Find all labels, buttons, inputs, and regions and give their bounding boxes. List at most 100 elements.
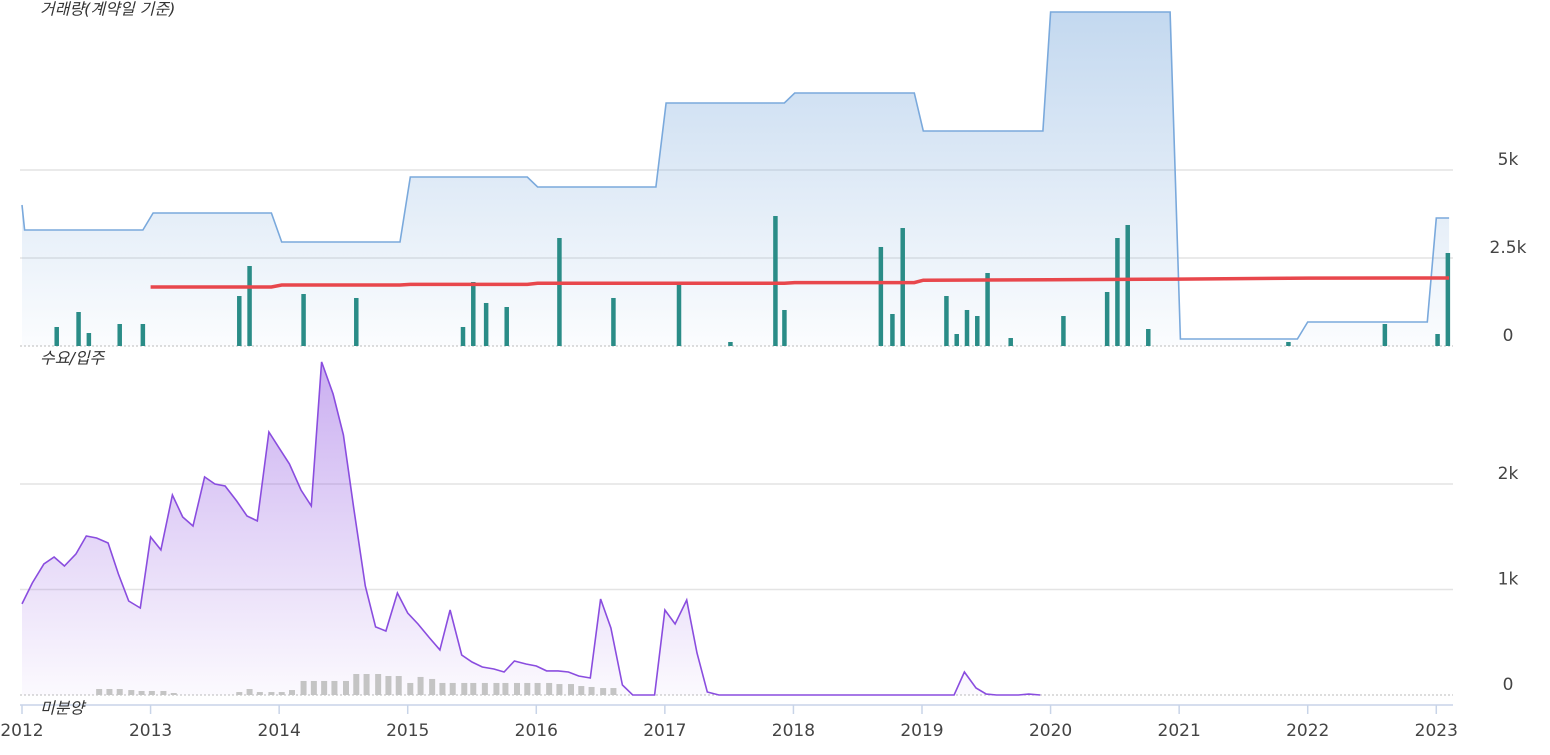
bar bbox=[300, 680, 307, 695]
bar bbox=[470, 682, 477, 695]
bar bbox=[944, 296, 949, 346]
bar bbox=[449, 682, 456, 695]
bar bbox=[343, 680, 349, 695]
x-tick-label: 2019 bbox=[900, 721, 943, 741]
bar bbox=[289, 690, 295, 695]
x-tick-label: 2012 bbox=[0, 721, 43, 741]
bar bbox=[556, 684, 563, 695]
labels: 거래량(계약일 기준) 수요/입주 미분양 0 2.5k 5k 0 1k 2k 2012 20… bbox=[0, 0, 1526, 741]
bar bbox=[301, 294, 306, 346]
bar bbox=[310, 680, 317, 695]
bar bbox=[1382, 324, 1388, 346]
bar bbox=[546, 682, 553, 695]
bar bbox=[375, 674, 382, 695]
bar bbox=[1146, 328, 1151, 346]
bar bbox=[610, 688, 617, 695]
bar bbox=[1104, 292, 1110, 346]
y-tick-label: 1k bbox=[1498, 569, 1519, 589]
bar bbox=[954, 333, 959, 346]
x-tick-label: 2022 bbox=[1286, 721, 1329, 741]
x-tick-label: 2016 bbox=[515, 721, 558, 741]
bar bbox=[354, 297, 359, 346]
bar bbox=[236, 692, 243, 695]
bar bbox=[900, 228, 905, 346]
bar bbox=[278, 692, 285, 695]
bar bbox=[782, 309, 787, 346]
bar bbox=[1445, 253, 1451, 346]
y-tick-label: 2k bbox=[1498, 464, 1519, 484]
bar bbox=[138, 690, 145, 695]
bar bbox=[170, 692, 177, 695]
x-tick-label: 2015 bbox=[386, 721, 429, 741]
bar bbox=[611, 297, 616, 346]
bar bbox=[148, 690, 155, 695]
bar bbox=[578, 686, 585, 695]
bar bbox=[321, 680, 328, 695]
bar bbox=[385, 676, 392, 695]
area-line bbox=[21, 361, 1041, 696]
bar bbox=[502, 682, 509, 695]
bar bbox=[890, 314, 895, 346]
x-tick-label: 2018 bbox=[772, 721, 815, 741]
bar bbox=[1008, 338, 1013, 346]
x-tick-label: 2020 bbox=[1029, 721, 1072, 741]
x-tick-label: 2017 bbox=[643, 721, 686, 741]
bar bbox=[460, 326, 466, 346]
x-tick-label: 2014 bbox=[258, 721, 301, 741]
bar bbox=[568, 684, 574, 695]
bar bbox=[429, 678, 436, 695]
bar bbox=[116, 688, 123, 695]
bar bbox=[353, 674, 360, 695]
bar bbox=[471, 282, 476, 346]
bar bbox=[407, 682, 414, 695]
bar bbox=[86, 333, 92, 346]
bar bbox=[363, 674, 370, 695]
x-tick-label: 2013 bbox=[129, 721, 172, 741]
bar bbox=[964, 309, 970, 346]
bar bbox=[728, 341, 733, 346]
bar bbox=[417, 676, 424, 695]
series-label: 미분양 bbox=[40, 699, 86, 718]
bar bbox=[493, 682, 500, 695]
panel-title: 거래량(계약일 기준) bbox=[40, 0, 175, 19]
y-tick-label: 2.5k bbox=[1490, 238, 1527, 258]
bar bbox=[54, 326, 59, 346]
bar bbox=[481, 682, 488, 695]
bar bbox=[878, 246, 884, 346]
bar bbox=[600, 688, 607, 695]
bar bbox=[106, 688, 113, 695]
x-tick-label: 2021 bbox=[1158, 721, 1201, 741]
bar bbox=[504, 307, 509, 346]
bar bbox=[247, 265, 252, 346]
area-fill bbox=[22, 12, 1450, 346]
y-tick-label: 0 bbox=[1503, 326, 1514, 346]
bar bbox=[985, 272, 990, 346]
bar bbox=[1435, 333, 1440, 346]
area-fill bbox=[22, 361, 1041, 695]
y-tick-label: 0 bbox=[1503, 675, 1514, 695]
bar bbox=[514, 682, 520, 695]
bar bbox=[461, 682, 468, 695]
bar bbox=[676, 282, 682, 346]
x-tick-label: 2023 bbox=[1415, 721, 1458, 741]
bar bbox=[246, 688, 253, 695]
bar bbox=[1286, 341, 1291, 346]
bar bbox=[117, 324, 122, 346]
bar bbox=[128, 690, 135, 695]
bar bbox=[975, 316, 980, 346]
bar bbox=[96, 688, 103, 695]
bar bbox=[76, 311, 81, 346]
bar bbox=[237, 296, 242, 346]
bar bbox=[1125, 224, 1130, 346]
bar bbox=[524, 682, 531, 695]
bar bbox=[256, 692, 263, 695]
bar bbox=[1115, 238, 1120, 346]
y-tick-label: 5k bbox=[1498, 150, 1519, 170]
bar bbox=[773, 216, 778, 346]
area-line bbox=[21, 11, 1450, 340]
bar bbox=[268, 692, 275, 695]
bar bbox=[1061, 316, 1066, 346]
bar bbox=[140, 324, 146, 346]
line bbox=[150, 276, 1450, 289]
